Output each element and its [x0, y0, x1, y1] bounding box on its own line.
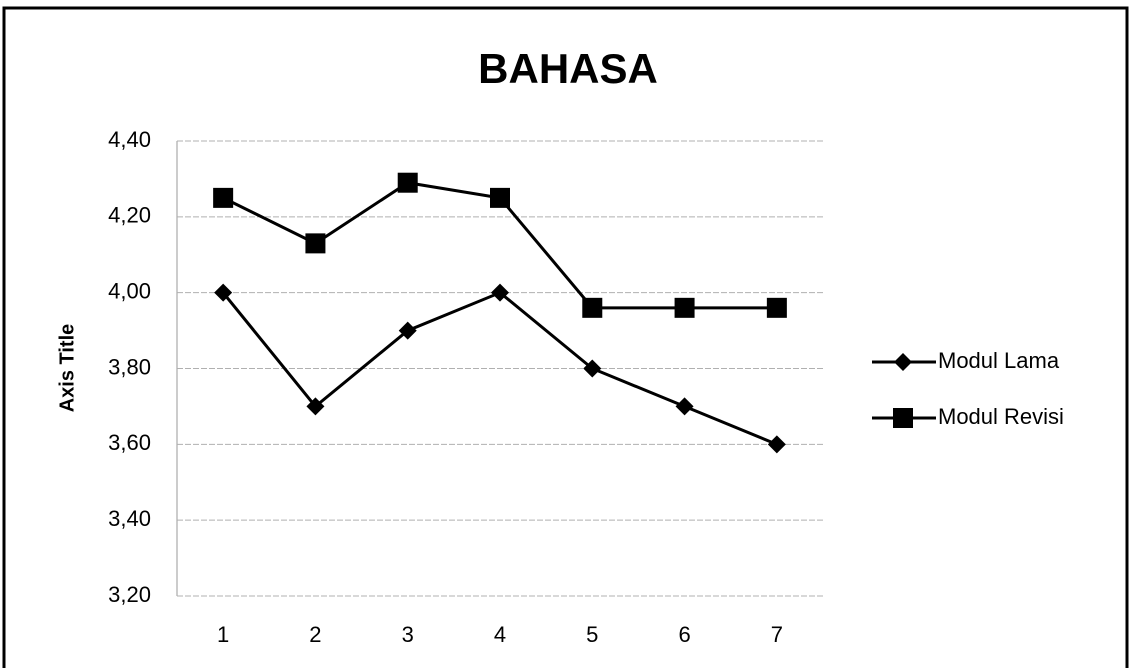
data-point: [583, 359, 602, 378]
y-axis-title: Axis Title: [56, 324, 78, 413]
data-point: [305, 233, 326, 254]
data-point: [490, 187, 510, 208]
x-tick-label: 2: [309, 622, 321, 647]
data-point: [674, 297, 695, 318]
data-point: [675, 397, 694, 416]
legend-marker: [894, 353, 912, 371]
data-point: [766, 297, 787, 318]
y-tick-label: 4,40: [108, 127, 151, 152]
data-point: [398, 321, 417, 340]
x-tick-label: 1: [217, 622, 229, 647]
data-point: [306, 397, 325, 416]
legend-marker: [893, 408, 913, 428]
chart-frame: [2, 6, 1129, 668]
y-tick-label: 3,40: [108, 506, 151, 531]
legend-label: Modul Revisi: [938, 404, 1064, 429]
data-point: [213, 187, 234, 208]
y-tick-label: 3,60: [108, 430, 151, 455]
y-tick-label: 3,20: [108, 582, 151, 607]
x-tick-label: 4: [494, 622, 506, 647]
x-tick-label: 6: [678, 622, 690, 647]
chart-title: BAHASA: [478, 45, 658, 92]
legend-label: Modul Lama: [938, 348, 1060, 373]
data-point: [397, 172, 418, 193]
x-tick-label: 5: [586, 622, 598, 647]
x-tick-label: 3: [402, 622, 414, 647]
data-point: [767, 435, 786, 454]
x-tick-label: 7: [771, 622, 783, 647]
y-tick-label: 4,00: [108, 278, 151, 303]
y-tick-label: 4,20: [108, 203, 151, 228]
y-tick-label: 3,80: [108, 354, 151, 379]
data-point: [214, 283, 233, 302]
data-point: [491, 283, 509, 302]
data-point: [582, 297, 603, 318]
